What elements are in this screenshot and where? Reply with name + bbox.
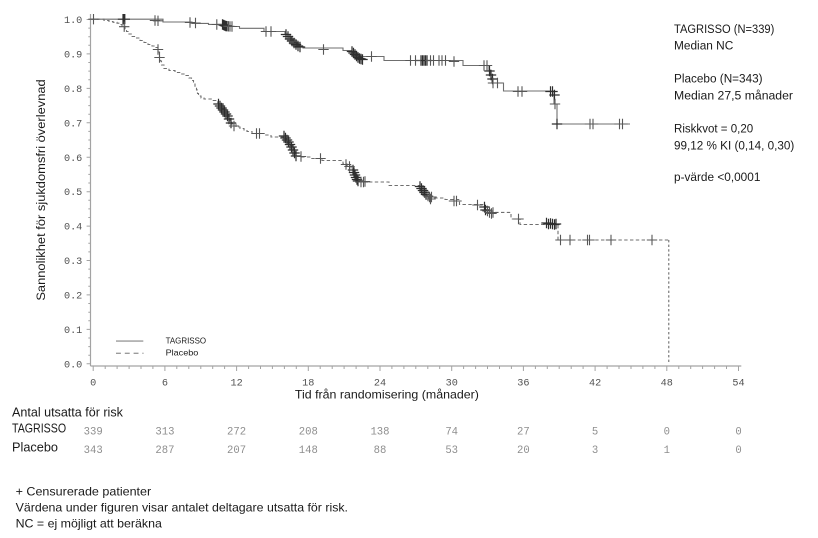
svg-text:Median 27,5 månader: Median 27,5 månader [674, 89, 793, 103]
svg-text:TAGRISSO: TAGRISSO [12, 421, 66, 435]
svg-text:Antal utsatta för risk: Antal utsatta för risk [12, 406, 124, 420]
svg-text:313: 313 [155, 427, 174, 439]
svg-text:Placebo: Placebo [12, 440, 58, 454]
svg-text:Tid från randomisering (månade: Tid från randomisering (månader) [295, 388, 479, 402]
svg-text:287: 287 [155, 445, 174, 457]
svg-text:TAGRISSO (N=339): TAGRISSO (N=339) [674, 22, 774, 36]
svg-text:88: 88 [374, 445, 387, 457]
svg-text:42: 42 [589, 379, 601, 390]
svg-text:0.7: 0.7 [64, 119, 82, 130]
svg-text:148: 148 [299, 445, 318, 457]
svg-text:0.3: 0.3 [64, 257, 82, 268]
svg-text:5: 5 [592, 427, 598, 439]
svg-text:0.8: 0.8 [64, 85, 82, 96]
svg-text:272: 272 [227, 427, 246, 439]
svg-text:Placebo (N=343): Placebo (N=343) [674, 72, 763, 86]
svg-text:48: 48 [661, 379, 673, 390]
svg-text:TAGRISSO: TAGRISSO [166, 337, 207, 346]
svg-text:0: 0 [90, 379, 96, 390]
svg-text:99,12 % KI (0,14, 0,30): 99,12 % KI (0,14, 0,30) [674, 139, 794, 153]
svg-text:27: 27 [517, 427, 530, 439]
svg-text:0.4: 0.4 [64, 223, 82, 234]
svg-text:208: 208 [299, 427, 318, 439]
svg-text:207: 207 [227, 445, 246, 457]
svg-text:18: 18 [302, 379, 314, 390]
svg-text:0: 0 [664, 427, 670, 439]
svg-text:0.9: 0.9 [64, 51, 82, 62]
svg-text:Median NC: Median NC [674, 39, 733, 53]
svg-text:0.2: 0.2 [64, 292, 82, 303]
svg-text:1.0: 1.0 [64, 16, 82, 27]
svg-text:1: 1 [664, 445, 670, 457]
svg-text:0: 0 [735, 427, 741, 439]
svg-text:Riskkvot = 0,20: Riskkvot = 0,20 [674, 122, 753, 136]
svg-text:54: 54 [732, 379, 744, 390]
svg-text:Sannolikhet för sjukdomsfri öv: Sannolikhet för sjukdomsfri överlevnad [34, 79, 48, 300]
svg-text:Värdena under figuren visar an: Värdena under figuren visar antalet delt… [16, 501, 348, 515]
svg-text:+ Censurerade patienter: + Censurerade patienter [16, 485, 152, 499]
svg-text:30: 30 [446, 379, 458, 390]
svg-text:0.1: 0.1 [64, 326, 82, 337]
svg-text:20: 20 [517, 445, 530, 457]
svg-text:3: 3 [592, 445, 598, 457]
svg-text:Placebo: Placebo [166, 348, 199, 357]
svg-text:12: 12 [230, 379, 242, 390]
svg-text:0.5: 0.5 [64, 188, 82, 199]
svg-text:0.6: 0.6 [64, 154, 82, 165]
svg-text:0.0: 0.0 [64, 360, 82, 371]
svg-text:p-värde <0,0001: p-värde <0,0001 [674, 170, 761, 184]
svg-text:339: 339 [84, 427, 103, 439]
svg-text:343: 343 [84, 445, 103, 457]
svg-text:36: 36 [517, 379, 529, 390]
svg-text:53: 53 [445, 445, 458, 457]
svg-text:6: 6 [162, 379, 168, 390]
svg-text:NC = ej möjligt att beräkna: NC = ej möjligt att beräkna [16, 517, 163, 531]
svg-text:138: 138 [370, 427, 389, 439]
svg-text:0: 0 [735, 445, 741, 457]
svg-text:24: 24 [374, 379, 386, 390]
svg-text:74: 74 [445, 427, 458, 439]
